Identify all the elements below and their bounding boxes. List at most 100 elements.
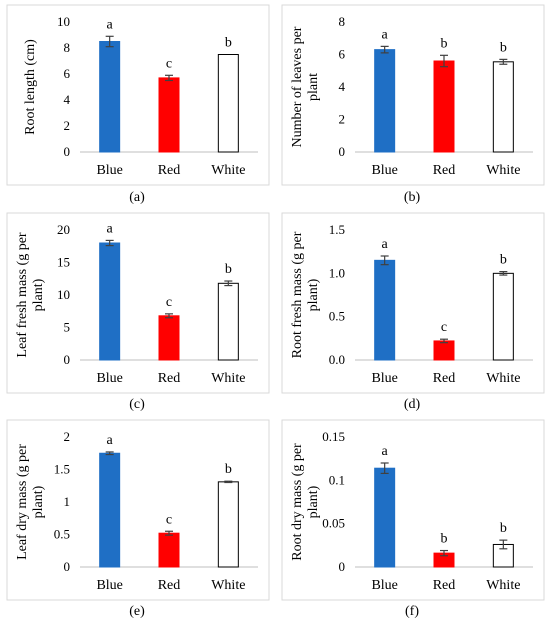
y-tick-label: 1 <box>64 494 71 509</box>
y-axis-label: plant <box>306 73 321 101</box>
chart-b: 0 2 4 6 8 Number of leaves per plant a Blue b Red b… <box>281 4 545 186</box>
significance-letter: a <box>107 221 114 236</box>
significance-letter: b <box>441 532 448 547</box>
y-axis-label: Root fresh mass (g per <box>290 231 305 358</box>
y-axis-label: plant) <box>31 278 46 311</box>
x-tick-label: White <box>486 578 520 593</box>
x-tick-label: White <box>486 371 520 386</box>
y-axis-label: Number of leaves per <box>290 26 305 147</box>
y-axis-label: plant) <box>306 485 321 518</box>
y-tick-label: 15 <box>57 255 70 270</box>
y-axis-label: plant) <box>31 485 46 518</box>
significance-letter: b <box>225 36 232 51</box>
y-tick-label: 4 <box>64 92 71 107</box>
significance-letter: b <box>225 462 232 477</box>
y-tick-label: 10 <box>57 287 70 302</box>
y-tick-label: 1.5 <box>54 462 70 477</box>
significance-letter: a <box>382 237 389 252</box>
bar-red <box>158 532 180 568</box>
y-axis-label: Root dry mass (g per <box>290 443 305 561</box>
y-tick-label: 1.0 <box>329 265 345 280</box>
significance-letter: c <box>166 295 172 310</box>
chart-panel-a: 0 2 4 6 8 10 Root length (cm) a Blue c Red b White (… <box>0 0 275 208</box>
x-tick-label: White <box>211 163 245 178</box>
y-axis-label-group: Leaf fresh mass (g per plant) <box>15 232 46 358</box>
x-tick-label: Blue <box>371 163 397 178</box>
significance-letter: a <box>107 433 114 448</box>
bar-white <box>217 54 239 153</box>
y-tick-label: 8 <box>64 40 71 55</box>
y-axis-label-group: Root fresh mass (g per plant) <box>290 231 321 358</box>
y-tick-label: 6 <box>339 47 346 62</box>
y-tick-label: 0.1 <box>329 472 345 487</box>
y-tick-label: 10 <box>57 14 70 29</box>
x-tick-label: Red <box>158 163 181 178</box>
chart-panel-b: 0 2 4 6 8 Number of leaves per plant a Blue b Red b… <box>275 0 550 208</box>
significance-letter: c <box>166 512 172 527</box>
bar-red <box>158 77 180 153</box>
bar-white <box>217 282 239 361</box>
y-tick-label: 0 <box>339 144 346 159</box>
chart-panel-f: 0 0.05 0.1 0.15 Root dry mass (g per plant) a B… <box>275 415 550 623</box>
significance-letter: b <box>500 253 507 268</box>
x-tick-label: Blue <box>371 578 397 593</box>
y-axis-label: Leaf fresh mass (g per <box>15 232 30 358</box>
bar-red <box>433 340 455 361</box>
significance-letter: b <box>500 40 507 55</box>
chart-frame <box>281 4 545 186</box>
chart-e: 0 0.5 1 1.5 2 Leaf dry mass (g per plant) a Blue… <box>6 419 270 601</box>
x-tick-label: Red <box>433 163 456 178</box>
bar-blue <box>99 452 121 568</box>
chart-d: 0.0 0.5 1.0 1.5 Root fresh mass (g per plant)… <box>281 212 545 394</box>
bar-red <box>433 60 455 153</box>
y-tick-label: 0 <box>64 144 71 159</box>
significance-letter: b <box>225 262 232 277</box>
y-tick-label: 2 <box>339 112 346 127</box>
bar-blue <box>99 41 121 153</box>
significance-letter: c <box>166 56 172 71</box>
bar-blue <box>374 49 396 153</box>
y-axis-label-group: Root length (cm) <box>23 39 38 135</box>
x-tick-label: Red <box>433 371 456 386</box>
chart-frame <box>6 419 270 601</box>
chart-panel-e: 0 0.5 1 1.5 2 Leaf dry mass (g per plant) a Blue… <box>0 415 275 623</box>
significance-letter: b <box>500 521 507 536</box>
chart-panel-d: 0.0 0.5 1.0 1.5 Root fresh mass (g per plant)… <box>275 208 550 415</box>
y-tick-label: 4 <box>339 79 346 94</box>
y-tick-label: 1.5 <box>329 222 345 237</box>
y-axis-label-group: Leaf dry mass (g per plant) <box>15 444 46 560</box>
chart-frame <box>6 4 270 186</box>
bar-white <box>492 272 514 361</box>
bar-red <box>158 315 180 361</box>
x-tick-label: Blue <box>96 578 122 593</box>
y-tick-label: 0.5 <box>54 527 70 542</box>
x-tick-label: White <box>486 163 520 178</box>
chart-caption-a: (a) <box>129 190 145 205</box>
bar-white <box>217 481 239 568</box>
x-tick-label: Red <box>158 371 181 386</box>
y-tick-label: 0.0 <box>329 352 345 367</box>
x-tick-label: Red <box>433 578 456 593</box>
y-axis-label-group: Root dry mass (g per plant) <box>290 443 321 561</box>
significance-letter: b <box>441 36 448 51</box>
significance-letter: a <box>107 17 114 32</box>
chart-caption-e: (e) <box>129 604 145 619</box>
y-tick-label: 0 <box>64 559 71 574</box>
y-tick-label: 6 <box>64 66 71 81</box>
y-axis-label-group: Number of leaves per plant <box>290 26 321 147</box>
chart-c: 0 5 10 15 20 Leaf fresh mass (g per plant) a Blu… <box>6 212 270 394</box>
y-axis-label: plant) <box>306 278 321 311</box>
bar-blue <box>99 242 121 361</box>
x-tick-label: Blue <box>96 371 122 386</box>
y-axis-label: Root length (cm) <box>23 39 38 135</box>
significance-letter: c <box>441 320 447 335</box>
chart-caption-f: (f) <box>405 604 419 619</box>
chart-caption-b: (b) <box>403 190 421 205</box>
y-tick-label: 20 <box>57 222 70 237</box>
chart-a: 0 2 4 6 8 10 Root length (cm) a Blue c Red b White <box>6 4 270 186</box>
bar-blue <box>374 259 396 361</box>
bar-white <box>492 61 514 153</box>
chart-panel-c: 0 5 10 15 20 Leaf fresh mass (g per plant) a Blu… <box>0 208 275 415</box>
y-tick-label: 0 <box>64 352 71 367</box>
